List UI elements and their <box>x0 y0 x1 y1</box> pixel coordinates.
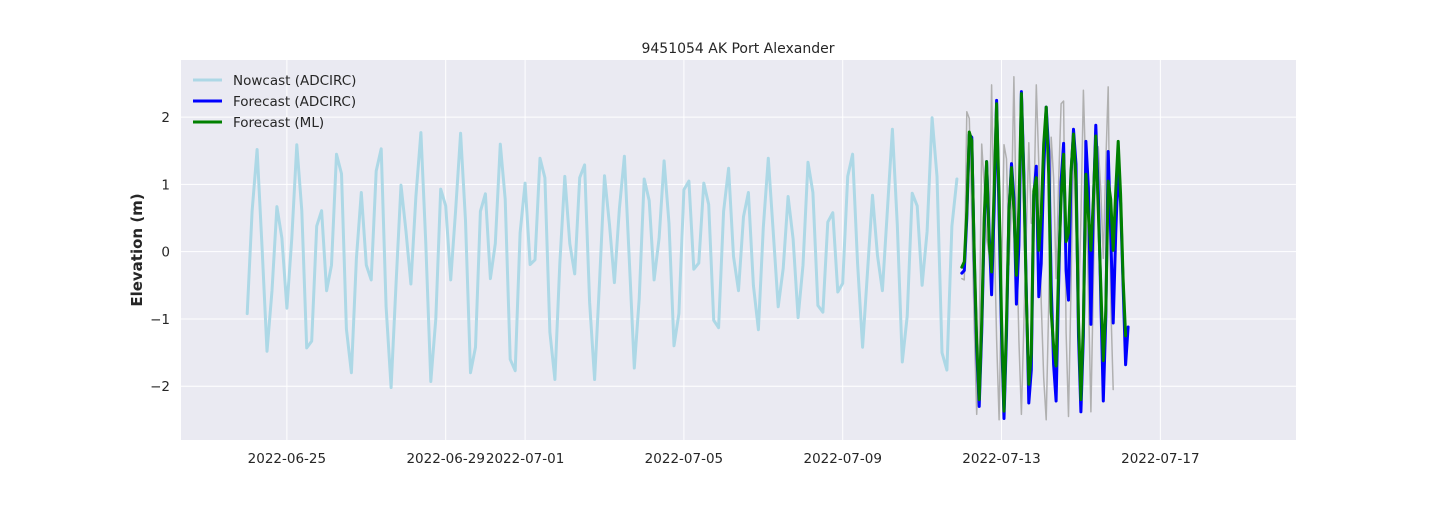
legend-label: Forecast (ADCIRC) <box>233 94 356 110</box>
series-lines <box>245 76 1130 421</box>
series-line-nowcast-adcirc <box>245 116 959 389</box>
x-tick-label: 2022-07-17 <box>1121 451 1199 467</box>
y-tick-label: −2 <box>150 379 170 395</box>
grid-lines <box>181 60 1296 440</box>
x-tick-label: 2022-07-01 <box>486 451 564 467</box>
y-tick-label: 1 <box>161 177 170 193</box>
x-tick-label: 2022-07-05 <box>645 451 723 467</box>
legend-label: Nowcast (ADCIRC) <box>233 73 356 89</box>
x-tick-label: 2022-06-25 <box>248 451 326 467</box>
series-line-forecast-ml <box>960 92 1128 413</box>
x-tick-label: 2022-06-29 <box>406 451 484 467</box>
y-axis-label: Elevation (m) <box>128 193 146 306</box>
legend-label: Forecast (ML) <box>233 115 324 131</box>
legend: Nowcast (ADCIRC) Forecast (ADCIRC) Forecas… <box>193 73 356 131</box>
tick-labels: 2022-06-25 2022-06-29 2022-07-01 2022-07-05… <box>150 110 1199 467</box>
y-tick-label: 2 <box>161 110 170 126</box>
chart-title: 9451054 AK Port Alexander <box>641 41 834 57</box>
x-tick-label: 2022-07-09 <box>803 451 881 467</box>
series-line-observed <box>961 76 1114 421</box>
y-tick-label: −1 <box>150 312 170 328</box>
x-tick-label: 2022-07-13 <box>962 451 1040 467</box>
y-tick-label: 0 <box>161 245 170 261</box>
